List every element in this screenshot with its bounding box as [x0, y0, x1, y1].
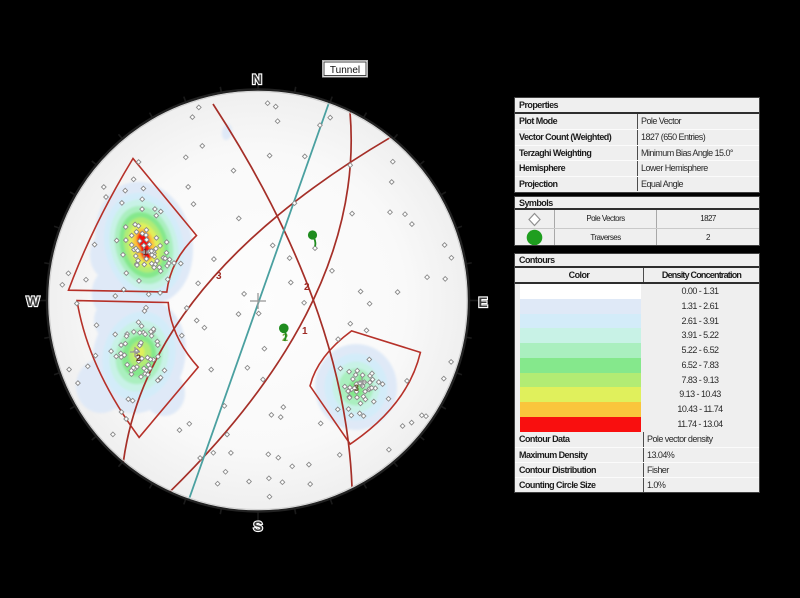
svg-text:E: E: [478, 294, 487, 310]
svg-text:1: 1: [302, 326, 308, 337]
svg-text:3: 3: [216, 271, 222, 282]
svg-text:W: W: [26, 293, 40, 309]
svg-text:S: S: [253, 518, 262, 534]
svg-text:N: N: [252, 71, 262, 87]
svg-text:3: 3: [354, 383, 359, 393]
svg-text:1: 1: [143, 247, 148, 257]
svg-text:2: 2: [136, 353, 141, 363]
svg-text:2: 2: [304, 282, 310, 293]
svg-text:Tunnel: Tunnel: [330, 65, 360, 76]
